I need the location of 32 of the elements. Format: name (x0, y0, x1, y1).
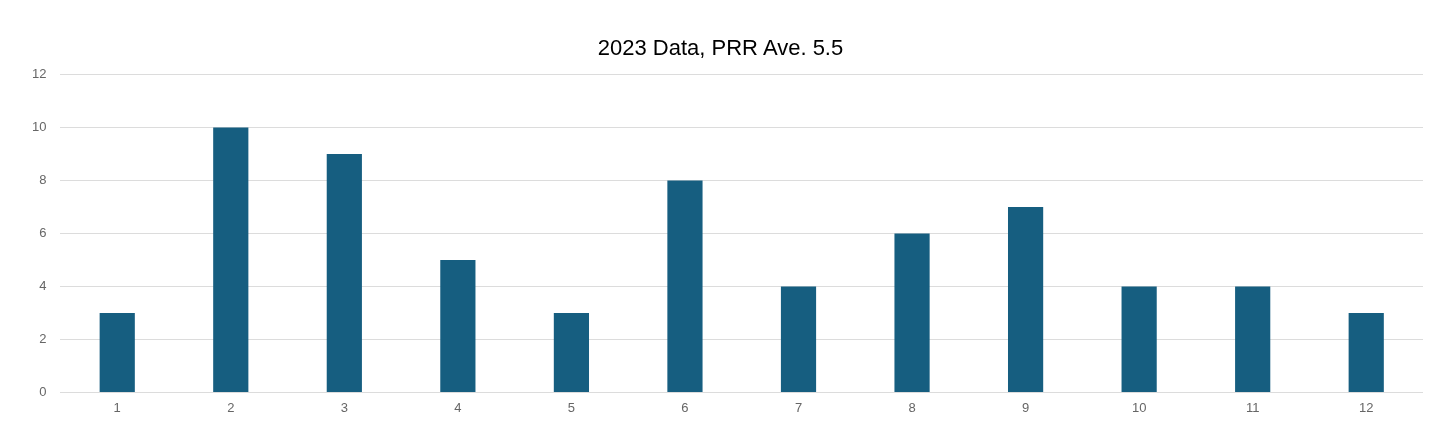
bar (1007, 206, 1044, 392)
bar (213, 127, 249, 392)
bar (1121, 286, 1157, 392)
y-tick-label: 12 (31, 65, 47, 81)
y-tick-label: 0 (39, 383, 47, 399)
x-tick-label: 2 (227, 399, 235, 415)
bar (667, 180, 703, 392)
bar (894, 233, 930, 392)
bar (440, 259, 476, 392)
bar (780, 286, 817, 392)
x-tick-label: 3 (340, 399, 348, 415)
bar (99, 312, 135, 392)
x-tick-label: 11 (1245, 399, 1260, 415)
x-tick-label: 9 (1021, 399, 1030, 415)
x-tick-label: 6 (681, 399, 689, 415)
bar (1348, 312, 1384, 392)
bar (1235, 286, 1271, 392)
x-tick-label: 5 (567, 399, 576, 415)
y-tick-label: 6 (39, 224, 47, 240)
x-tick-label: 1 (113, 399, 121, 415)
chart-title: 2023 Data, PRR Ave. 5.5 (597, 35, 844, 61)
bar (553, 312, 590, 392)
x-tick-label: 8 (908, 399, 916, 415)
x-tick-label: 10 (1131, 399, 1147, 415)
y-tick-label: 2 (39, 330, 47, 346)
bar (326, 153, 362, 392)
y-tick-label: 10 (31, 118, 47, 134)
x-tick-label: 12 (1358, 399, 1374, 415)
y-tick-label: 8 (39, 171, 47, 187)
x-tick-label: 7 (794, 399, 803, 415)
y-tick-label: 4 (39, 277, 47, 293)
x-tick-label: 4 (454, 399, 462, 415)
